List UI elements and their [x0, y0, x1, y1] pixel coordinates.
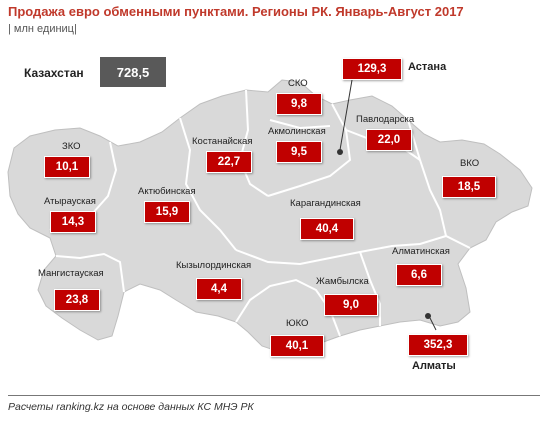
region-value-zko: 10,1 — [44, 156, 90, 178]
region-value-pavlodar: 22,0 — [366, 129, 412, 151]
region-label-sko: СКО — [288, 78, 308, 89]
page-title: Продажа евро обменными пунктами. Регионы… — [8, 4, 464, 19]
region-value-kostanay: 22,7 — [206, 151, 252, 173]
region-label-aktobe: Актюбинская — [138, 186, 196, 197]
region-label-zko: ЗКО — [62, 141, 81, 152]
region-value-zhambyl: 9,0 — [324, 294, 378, 316]
region-value-aktobe: 15,9 — [144, 201, 190, 223]
region-label-yuko: ЮКО — [286, 318, 309, 329]
region-label-almaty-reg: Алматинская — [392, 246, 450, 257]
almaty-leader — [429, 317, 437, 331]
region-label-atyrau: Атырауская — [44, 196, 96, 207]
unit-label: | млн единиц| — [8, 23, 77, 35]
region-label-karaganda: Карагандинская — [290, 198, 361, 209]
border-aktobe-east — [179, 117, 237, 251]
astana-leader — [339, 79, 353, 151]
border-karaganda-vko — [407, 119, 447, 237]
border-atyrau-mangistau — [55, 252, 125, 293]
region-label-vko: ВКО — [460, 158, 480, 169]
total-label: Казахстан — [24, 66, 84, 80]
border-zhambyl-almaty — [359, 251, 381, 326]
region-label-mangistau: Мангистауская — [38, 268, 104, 279]
region-value-atyrau: 14,3 — [50, 211, 96, 233]
region-label-akmola: Акмолинская — [268, 126, 326, 137]
region-value-almaty: 352,3 — [408, 334, 468, 356]
region-value-karaganda: 40,4 — [300, 218, 354, 240]
region-label-pavlodar: Павлодарска — [356, 114, 415, 125]
region-label-kostanay: Костанайская — [192, 136, 253, 147]
region-value-sko: 9,8 — [276, 93, 322, 115]
astana-marker — [337, 149, 343, 155]
region-value-almaty-reg: 6,6 — [396, 264, 442, 286]
border-sko-akmola — [269, 119, 331, 130]
city-label-almaty: Алматы — [412, 360, 456, 372]
almaty-marker — [425, 313, 431, 319]
region-label-kyzylorda: Кызылординская — [176, 260, 252, 271]
total-value: 728,5 — [100, 57, 166, 87]
region-value-akmola: 9,5 — [276, 141, 322, 163]
region-value-yuko: 40,1 — [270, 335, 324, 357]
city-label-astana: Астана — [408, 61, 447, 73]
source-note: Расчеты ranking.kz на основе данных КС М… — [8, 401, 254, 413]
region-value-vko: 18,5 — [442, 176, 496, 198]
region-value-kyzylorda: 4,4 — [196, 278, 242, 300]
region-label-zhambyl: Жамбылска — [316, 276, 369, 287]
footer-divider — [8, 395, 540, 396]
region-value-mangistau: 23,8 — [54, 289, 100, 311]
region-value-astana: 129,3 — [342, 58, 402, 80]
